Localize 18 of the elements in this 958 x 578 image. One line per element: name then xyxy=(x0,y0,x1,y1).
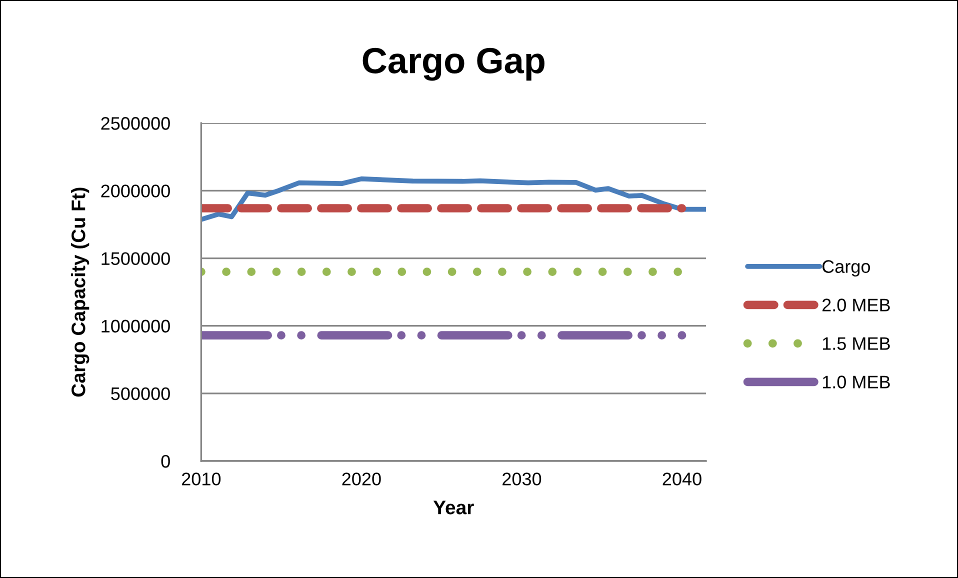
legend-label: 1.0 MEB xyxy=(822,376,890,388)
line-series xyxy=(201,176,706,222)
legend-label: 2.0 MEB xyxy=(822,298,890,312)
x-axis-title: Year xyxy=(433,500,474,514)
y-tick-label: 1500000 xyxy=(102,252,170,265)
chart-title: Cargo Gap xyxy=(362,48,544,81)
y-tick-label: 2000000 xyxy=(101,184,170,198)
x-tick-label: 2030 xyxy=(502,472,542,486)
y-tick-label: 1000000 xyxy=(102,320,170,333)
x-tick-label: 2040 xyxy=(662,472,702,486)
x-tick-label: 2010 xyxy=(182,472,221,486)
y-axis-title: Cargo Capacity (Cu Ft) xyxy=(71,188,90,397)
legend-label: 1.5 MEB xyxy=(822,337,890,350)
y-tick-label: 500000 xyxy=(111,387,170,400)
y-tick-label: 0 xyxy=(161,454,170,468)
legend-label: Cargo xyxy=(822,260,870,277)
y-tick-label: 2500000 xyxy=(101,117,170,130)
x-tick-label: 2020 xyxy=(342,472,381,486)
